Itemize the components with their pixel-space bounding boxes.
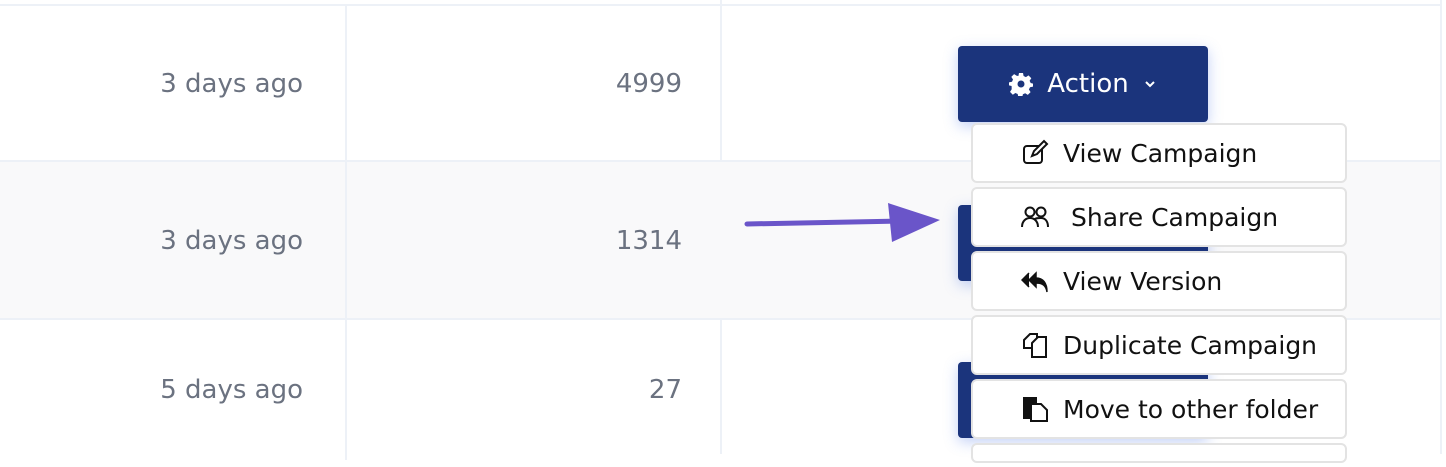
reply-all-icon [1021, 271, 1048, 293]
menu-item-label: Duplicate Campaign [1063, 330, 1318, 360]
column-divider [1440, 0, 1442, 454]
action-button[interactable]: Action [958, 46, 1208, 122]
table-row: 5 days ago 27 [0, 318, 1440, 460]
count-cell: 4999 [345, 6, 682, 162]
move-folder-icon [1023, 397, 1048, 422]
users-icon [1021, 206, 1049, 228]
menu-item-duplicate-campaign[interactable]: Duplicate Campaign [971, 315, 1347, 375]
arrow-annotation [744, 203, 940, 242]
menu-item-label: View Version [1063, 266, 1223, 296]
action-label: Action [1047, 69, 1129, 99]
menu-item-partial[interactable] [971, 443, 1347, 463]
edit-icon [1023, 139, 1049, 164]
modified-cell: 3 days ago [160, 69, 303, 99]
menu-item-label: Move to other folder [1063, 394, 1319, 424]
menu-item-view-version[interactable]: View Version [971, 251, 1347, 311]
modified-cell: 3 days ago [160, 226, 303, 256]
menu-item-label: View Campaign [1063, 138, 1258, 168]
menu-item-view-campaign[interactable]: View Campaign [971, 123, 1347, 183]
chevron-down-icon [1145, 81, 1155, 88]
menu-item-move-folder[interactable]: Move to other folder [971, 379, 1347, 439]
gear-icon [1009, 73, 1034, 96]
count-cell: 27 [345, 320, 682, 460]
modified-cell: 5 days ago [160, 375, 303, 405]
menu-item-share-campaign[interactable]: Share Campaign [971, 187, 1347, 247]
table-row: 3 days ago 4999 [0, 4, 1440, 162]
count-cell: 1314 [345, 162, 682, 320]
action-menu: View Campaign Share Campaign View Versio… [971, 123, 1347, 467]
menu-item-label: Share Campaign [1071, 202, 1279, 232]
copy-icon [1023, 333, 1047, 358]
